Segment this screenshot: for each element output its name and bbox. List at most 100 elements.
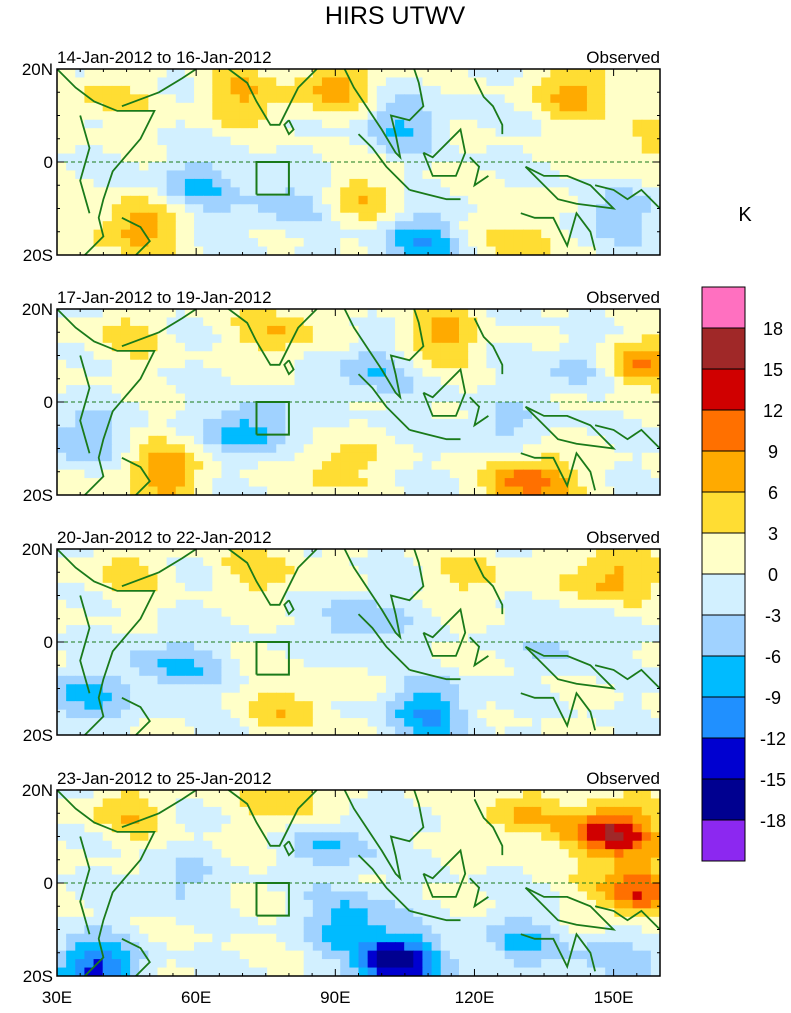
field-cell (285, 684, 296, 694)
field-cell (395, 591, 405, 601)
field-cell (395, 195, 405, 205)
field-cell (468, 549, 478, 559)
coastline (283, 359, 295, 376)
field-cell (139, 94, 149, 104)
field-cell (385, 452, 396, 462)
field-cell (550, 565, 561, 575)
field-cell (203, 212, 213, 222)
field-cell (413, 675, 424, 685)
field-cell (166, 427, 177, 437)
field-cell (559, 136, 570, 146)
field-cell (367, 309, 378, 319)
field-cell (367, 557, 378, 567)
field-cell (139, 212, 149, 222)
field-cell (568, 435, 579, 445)
field-cell (349, 102, 360, 112)
field-cell (449, 393, 460, 403)
field-cell (230, 823, 241, 833)
field-cell (449, 642, 460, 652)
field-cell (175, 368, 186, 378)
field-cell (340, 486, 350, 495)
field-cell (468, 178, 478, 188)
field-cell (532, 187, 542, 197)
field-cell (221, 557, 232, 567)
field-cell (449, 77, 460, 87)
field-cell (321, 435, 332, 445)
field-cell (614, 608, 625, 618)
field-cell (75, 342, 86, 352)
field-cell (84, 616, 95, 626)
field-cell (422, 410, 433, 420)
field-cell (239, 701, 250, 711)
field-cell (422, 815, 433, 825)
field-cell (468, 452, 478, 462)
field-cell (303, 675, 314, 685)
field-cell (522, 701, 533, 711)
field-cell (623, 461, 634, 471)
field-cell (349, 684, 360, 694)
field-cell (349, 565, 360, 575)
field-cell (203, 359, 213, 369)
y-tick-label: 0 (44, 153, 53, 172)
field-cell (559, 410, 570, 420)
field-cell (340, 469, 350, 479)
field-cell (221, 435, 232, 445)
field-cell (404, 385, 414, 395)
field-cell (303, 187, 314, 197)
field-cell (230, 815, 241, 825)
field-cell (102, 599, 113, 609)
field-cell (321, 658, 332, 668)
field-cell (605, 427, 615, 437)
field-cell (166, 599, 177, 609)
field-cell (559, 317, 570, 327)
field-cell (404, 402, 414, 412)
field-cell (422, 153, 433, 163)
field-cell (230, 557, 241, 567)
figure-title: HIRS UTWV (325, 2, 466, 30)
field-cell (650, 461, 660, 471)
field-cell (120, 402, 131, 412)
field-cell (258, 675, 268, 685)
field-cell (449, 650, 460, 660)
field-cell (321, 709, 332, 719)
field-cell (139, 427, 149, 437)
field-cell (513, 574, 524, 584)
field-cell (175, 461, 186, 471)
field-cell (632, 642, 643, 652)
field-cell (276, 608, 287, 618)
field-cell (84, 162, 95, 172)
field-cell (395, 77, 405, 87)
field-cell (166, 616, 177, 626)
field-cell (367, 790, 378, 800)
field-cell (239, 549, 250, 559)
field-cell (175, 111, 186, 121)
field-cell (541, 435, 551, 445)
field-cell (157, 650, 168, 660)
field-cell (285, 823, 296, 833)
field-cell (102, 325, 113, 335)
field-cell (312, 359, 323, 369)
field-cell (285, 410, 296, 420)
field-cell (358, 427, 369, 437)
field-cell (623, 69, 634, 79)
field-cell (157, 469, 168, 479)
field-cell (623, 549, 634, 559)
field-cell (550, 625, 561, 635)
field-cell (596, 204, 606, 214)
field-cell (440, 616, 451, 626)
field-cell (623, 376, 634, 386)
field-cell (376, 591, 387, 601)
field-cell (239, 444, 250, 454)
field-cell (349, 187, 360, 197)
field-cell (258, 187, 268, 197)
field-cell (221, 359, 232, 369)
field-cell (504, 692, 515, 702)
field-cell (522, 111, 533, 121)
field-cell (623, 325, 634, 335)
field-cell (258, 212, 268, 222)
field-cell (586, 574, 597, 584)
field-cell (184, 591, 195, 601)
field-cell (477, 385, 488, 395)
field-cell (413, 376, 424, 386)
field-cell (203, 393, 213, 403)
